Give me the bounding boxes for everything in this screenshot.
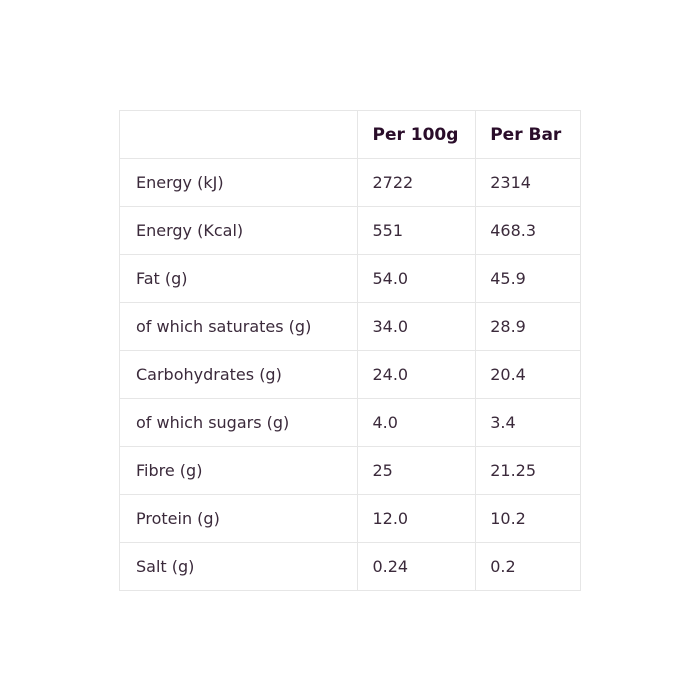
- table-row: Fat (g) 54.0 45.9: [118, 254, 581, 303]
- per-bar-value: 10.2: [475, 494, 581, 543]
- per-100g-value: 4.0: [357, 398, 477, 447]
- per-100g-value: 54.0: [357, 254, 477, 303]
- per-bar-value: 20.4: [475, 350, 581, 399]
- nutrient-name: Protein (g): [118, 494, 359, 543]
- nutrient-name: Fibre (g): [118, 446, 359, 495]
- header-nutrient: [118, 110, 359, 159]
- header-per-bar: Per Bar: [475, 110, 581, 159]
- table-row: of which sugars (g) 4.0 3.4: [118, 398, 581, 447]
- table-row: Salt (g) 0.24 0.2: [118, 542, 581, 591]
- nutrient-name: of which saturates (g): [118, 302, 359, 351]
- per-100g-value: 34.0: [357, 302, 477, 351]
- per-bar-value: 45.9: [475, 254, 581, 303]
- nutrient-name: Carbohydrates (g): [118, 350, 359, 399]
- per-100g-value: 2722: [357, 158, 477, 207]
- table-row: Carbohydrates (g) 24.0 20.4: [118, 350, 581, 399]
- per-bar-value: 0.2: [475, 542, 581, 591]
- nutrient-name: Energy (Kcal): [118, 206, 359, 255]
- per-bar-value: 28.9: [475, 302, 581, 351]
- header-row: Per 100g Per Bar: [118, 110, 581, 159]
- per-100g-value: 12.0: [357, 494, 477, 543]
- per-bar-value: 468.3: [475, 206, 581, 255]
- per-bar-value: 2314: [475, 158, 581, 207]
- nutrient-name: Energy (kJ): [118, 158, 359, 207]
- header-per-100g: Per 100g: [357, 110, 477, 159]
- per-bar-value: 3.4: [475, 398, 581, 447]
- nutrient-name: of which sugars (g): [118, 398, 359, 447]
- nutrient-name: Salt (g): [118, 542, 359, 591]
- table-row: Energy (Kcal) 551 468.3: [118, 206, 581, 255]
- table-row: Protein (g) 12.0 10.2: [118, 494, 581, 543]
- per-100g-value: 24.0: [357, 350, 477, 399]
- nutrition-table: Per 100g Per Bar Energy (kJ) 2722 2314 Ener…: [118, 110, 581, 591]
- table-row: Fibre (g) 25 21.25: [118, 446, 581, 495]
- per-100g-value: 551: [357, 206, 477, 255]
- nutrient-name: Fat (g): [118, 254, 359, 303]
- table-row: of which saturates (g) 34.0 28.9: [118, 302, 581, 351]
- table-row: Energy (kJ) 2722 2314: [118, 158, 581, 207]
- per-100g-value: 0.24: [357, 542, 477, 591]
- per-bar-value: 21.25: [475, 446, 581, 495]
- per-100g-value: 25: [357, 446, 477, 495]
